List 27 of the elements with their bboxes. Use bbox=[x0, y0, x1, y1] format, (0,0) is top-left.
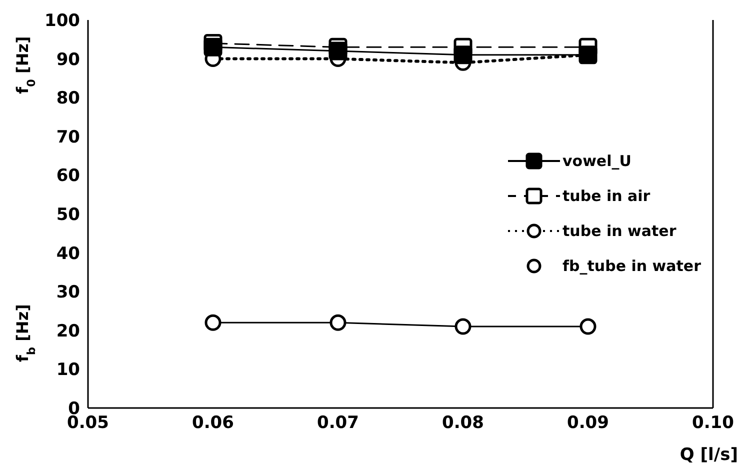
point bbox=[204, 314, 222, 331]
point bbox=[454, 46, 472, 64]
y-tick-label: 100 bbox=[44, 11, 80, 32]
point bbox=[580, 318, 596, 335]
y-tick-label: 80 bbox=[56, 88, 80, 109]
x-tick-label: 0.06 bbox=[192, 413, 234, 434]
x-tick-label: 0.09 bbox=[567, 413, 609, 434]
y-tick-label: 60 bbox=[56, 166, 80, 186]
legend-label: tube in air bbox=[562, 186, 650, 204]
y-tick-label: 40 bbox=[56, 244, 80, 264]
y-tick-label: 20 bbox=[56, 321, 80, 342]
y-tick-label: 50 bbox=[56, 205, 80, 226]
point bbox=[330, 314, 346, 331]
point bbox=[328, 42, 348, 60]
x-tick-label: 0.08 bbox=[442, 413, 484, 434]
x-tick-label: 0.10 bbox=[692, 413, 734, 434]
y-tick-label: 90 bbox=[56, 50, 80, 70]
legend-label: tube in water bbox=[562, 222, 676, 240]
y-tick-label: 10 bbox=[56, 360, 80, 380]
y-tick-label: 30 bbox=[56, 282, 80, 303]
legend-label: vowel_U bbox=[562, 152, 632, 170]
point bbox=[454, 318, 472, 335]
point bbox=[204, 38, 222, 56]
x-tick-label: 0.07 bbox=[317, 413, 359, 434]
legend-label: fb_tube in water bbox=[562, 256, 701, 274]
y-tick-label: 70 bbox=[56, 127, 80, 148]
x-axis-title: Q [l/s] bbox=[680, 445, 738, 465]
